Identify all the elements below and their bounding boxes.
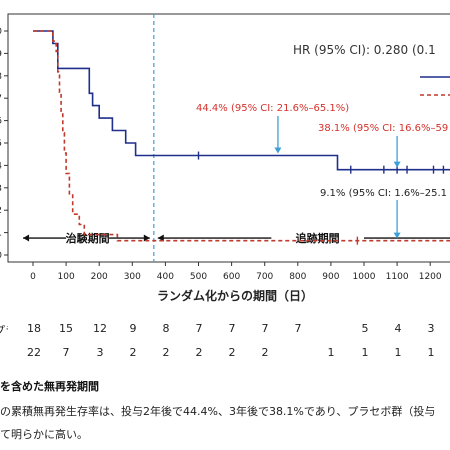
callout-head-2 xyxy=(393,161,401,168)
risk-cell: 5 xyxy=(361,322,369,335)
risk-cell: 15 xyxy=(59,322,73,335)
annotation-label-1: 44.4% (95% CI: 21.6%–65.1%) xyxy=(196,103,349,114)
plot-frame xyxy=(7,13,450,263)
y-tick-label: 0.0 xyxy=(0,251,2,261)
y-tick-label: 0.1 xyxy=(0,229,2,239)
risk-cell: 3 xyxy=(96,346,104,359)
series-line-1 xyxy=(33,30,450,171)
y-tick-label: 0.2 xyxy=(0,206,2,216)
risk-cell: 1 xyxy=(327,346,335,359)
followup-period-label: 追跡期間 xyxy=(296,231,340,245)
callout-head-1 xyxy=(274,147,282,154)
risk-cell: 9 xyxy=(129,322,137,335)
risk-cell: 12 xyxy=(93,322,107,335)
x-tick-label: 700 xyxy=(256,272,273,282)
risk-cell: 7 xyxy=(294,322,302,335)
x-tick-label: 1200 xyxy=(419,272,442,282)
risk-cell: 18 xyxy=(27,322,41,335)
callout-head-3 xyxy=(393,232,401,239)
risk-cell: 7 xyxy=(261,322,269,335)
risk-cell: 2 xyxy=(261,346,269,359)
y-tick-label: 0.7 xyxy=(0,94,2,104)
x-tick-label: 0 xyxy=(30,272,36,282)
risk-cell: 7 xyxy=(195,322,203,335)
trial-arrow-head-right xyxy=(143,234,150,242)
x-tick-label: 1000 xyxy=(353,272,376,282)
annotation-label-3: 9.1% (95% CI: 1.6%–25.1 xyxy=(320,188,447,199)
km-chart: 0.0 0.1 0.2 0.3 0.4 0.5 0.6 0.7 0.8 0.9 1.0 0 100 200… xyxy=(0,13,450,303)
risk-cell: 4 xyxy=(394,322,402,335)
trial-arrow-head-left xyxy=(23,234,30,242)
risk-cell: 7 xyxy=(62,346,70,359)
risk-row-label: プラセボ xyxy=(0,322,8,338)
hr-text: HR (95% CI): 0.280 (0.1 xyxy=(293,43,436,57)
x-tick-label: 600 xyxy=(223,272,240,282)
x-axis-label: ランダム化からの期間（日） xyxy=(157,288,313,303)
caption-line-1: の累積無再発生存率は、投与2年後で44.4%、3年後で38.1%であり、プラセボ… xyxy=(0,405,436,418)
y-tick-label: 0.6 xyxy=(0,117,2,127)
y-tick-label: 0.4 xyxy=(0,161,2,171)
x-tick-label: 900 xyxy=(322,272,339,282)
y-tick-label: 0.3 xyxy=(0,184,2,194)
x-tick-label: 500 xyxy=(190,272,207,282)
caption-title: を含めた無再発期間 xyxy=(0,380,99,393)
risk-cell: 2 xyxy=(162,346,170,359)
series-line-2 xyxy=(33,30,450,242)
caption-line-2: て明らかに高い。 xyxy=(0,428,88,441)
x-tick-label: 200 xyxy=(91,272,108,282)
risk-cell: 7 xyxy=(228,322,236,335)
risk-row-drug: プラセボ 18 15 12 9 8 7 7 7 7 5 4 3 xyxy=(0,322,450,338)
risk-cell: 2 xyxy=(195,346,203,359)
y-tick-label: 0.5 xyxy=(0,139,2,149)
x-tick-label: 300 xyxy=(124,272,141,282)
risk-cell: 8 xyxy=(162,322,170,335)
y-tick-label: 1.0 xyxy=(0,27,2,37)
risk-row-placebo: 22 7 3 2 2 2 2 2 1 1 1 1 xyxy=(0,346,450,362)
risk-cell: 2 xyxy=(228,346,236,359)
followup-arrow-head-left xyxy=(157,234,164,242)
x-tick-label: 1100 xyxy=(386,272,409,282)
risk-cell: 22 xyxy=(27,346,41,359)
risk-cell: 1 xyxy=(394,346,402,359)
y-tick-label: 0.9 xyxy=(0,49,2,59)
x-tick-label: 100 xyxy=(58,272,75,282)
risk-cell: 3 xyxy=(427,322,435,335)
risk-cell: 2 xyxy=(129,346,137,359)
risk-cell: 1 xyxy=(361,346,369,359)
y-tick-label: 0.8 xyxy=(0,72,2,82)
annotation-label-2: 38.1% (95% CI: 16.6%–59 xyxy=(318,123,448,134)
risk-cell: 1 xyxy=(427,346,435,359)
x-tick-label: 400 xyxy=(157,272,174,282)
trial-period-label: 治験期間 xyxy=(66,231,110,245)
x-tick-label: 800 xyxy=(289,272,306,282)
